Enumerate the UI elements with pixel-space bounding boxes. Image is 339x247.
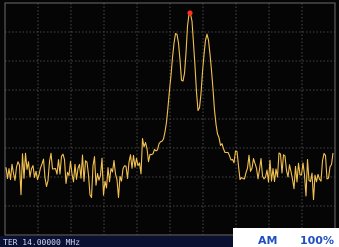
background: [0, 0, 339, 247]
analyzer-screen: TER 14.00000 MHz AM 100%: [0, 0, 339, 247]
depth-label: 100%: [300, 234, 334, 247]
frequency-label: TER 14.00000 MHz: [3, 238, 80, 247]
page: TER 14.00000 MHz AM 100% (() => { const …: [0, 0, 339, 247]
peak-marker: [187, 10, 192, 15]
mode-label: AM: [258, 234, 277, 247]
